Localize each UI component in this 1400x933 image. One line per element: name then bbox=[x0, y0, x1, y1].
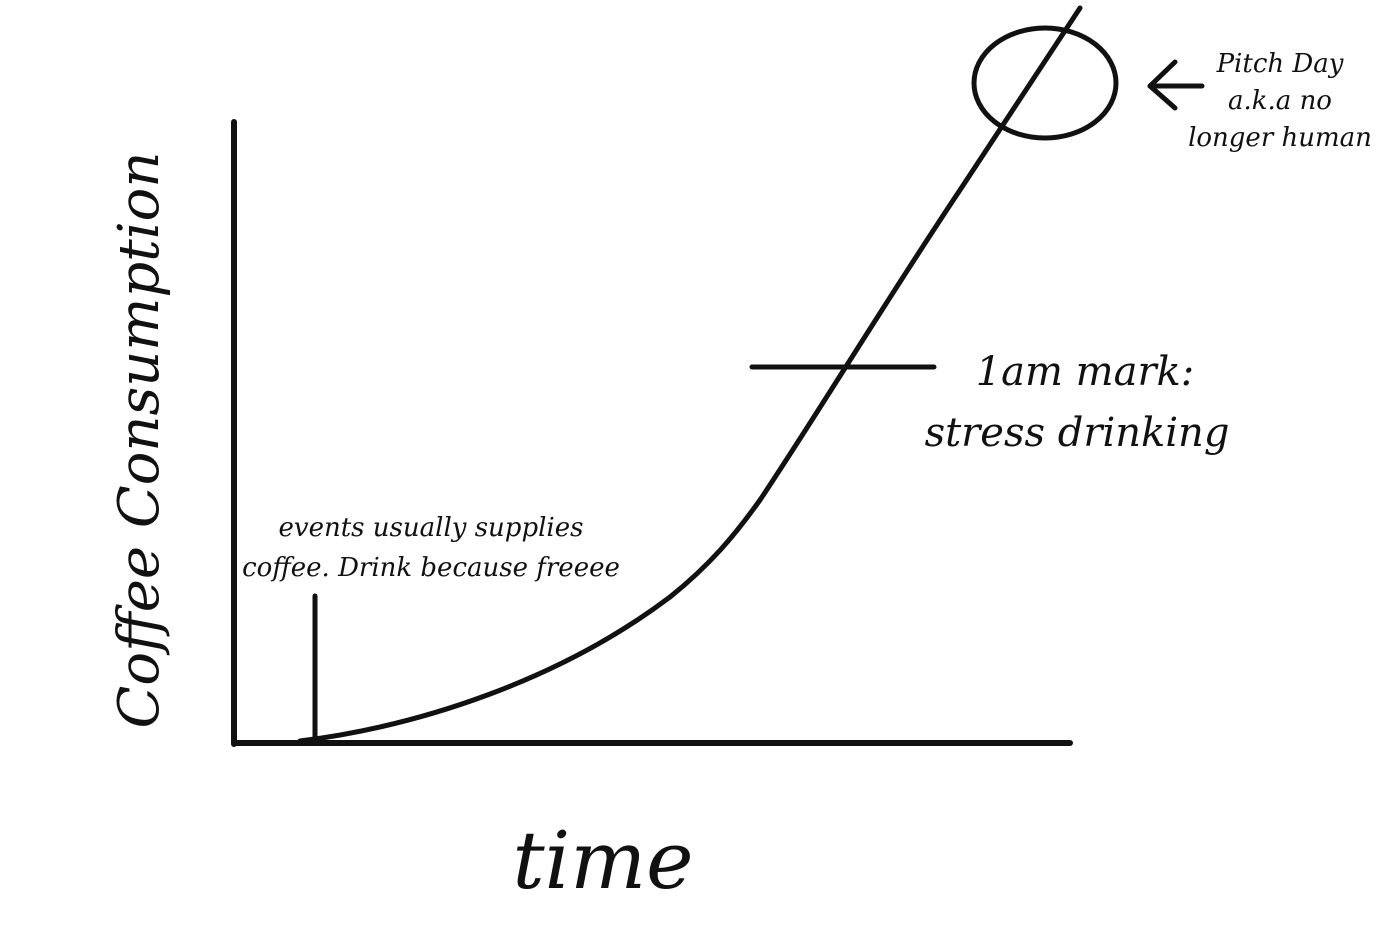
pitch-day-arrow bbox=[1147, 59, 1205, 111]
pitch-day-annotation-line1: Pitch Day bbox=[1216, 49, 1344, 79]
consumption-curve bbox=[297, 5, 1083, 744]
pitch-day-circle bbox=[971, 25, 1119, 141]
one-am-annotation-line1: 1am mark: bbox=[976, 349, 1195, 395]
x-axis-label: time bbox=[513, 814, 694, 907]
one-am-annotation-line2: stress drinking bbox=[925, 410, 1230, 456]
pitch-day-annotation-line3: longer human bbox=[1188, 123, 1372, 153]
pitch-day-arrow-head bbox=[1147, 59, 1178, 111]
events-annotation-line2: coffee. Drink because freeee bbox=[242, 553, 620, 583]
pitch-day-annotation-line2: a.k.a no bbox=[1228, 86, 1332, 116]
events-annotation-line1: events usually supplies bbox=[279, 513, 584, 543]
y-axis-label: Coffee Consumption bbox=[107, 152, 172, 729]
